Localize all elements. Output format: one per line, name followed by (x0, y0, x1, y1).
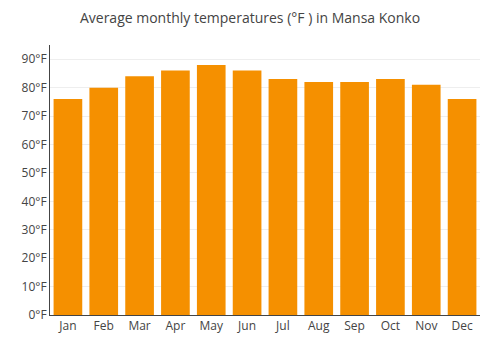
svg-text:Apr: Apr (165, 317, 185, 334)
svg-text:May: May (200, 317, 224, 334)
svg-text:Dec: Dec (451, 317, 472, 334)
svg-text:Nov: Nov (415, 317, 437, 334)
svg-text:Jan: Jan (58, 317, 76, 334)
svg-text:40°F: 40°F (22, 193, 47, 210)
svg-text:Aug: Aug (308, 317, 330, 334)
svg-text:50°F: 50°F (22, 164, 47, 181)
svg-text:Oct: Oct (381, 317, 400, 334)
svg-text:70°F: 70°F (22, 107, 47, 124)
svg-text:80°F: 80°F (22, 79, 47, 96)
svg-text:10°F: 10°F (22, 278, 47, 295)
svg-text:Sep: Sep (344, 317, 365, 334)
svg-text:Jun: Jun (237, 317, 256, 334)
svg-text:30°F: 30°F (22, 221, 47, 238)
svg-text:60°F: 60°F (22, 136, 47, 153)
svg-text:Average monthly temperatures (: Average monthly temperatures (°F ) in Ma… (80, 8, 420, 27)
svg-text:Mar: Mar (128, 317, 150, 334)
svg-text:0°F: 0°F (28, 306, 46, 323)
svg-text:Feb: Feb (94, 317, 114, 334)
svg-text:90°F: 90°F (22, 50, 47, 67)
svg-text:Jul: Jul (275, 317, 290, 334)
svg-text:20°F: 20°F (22, 249, 47, 266)
